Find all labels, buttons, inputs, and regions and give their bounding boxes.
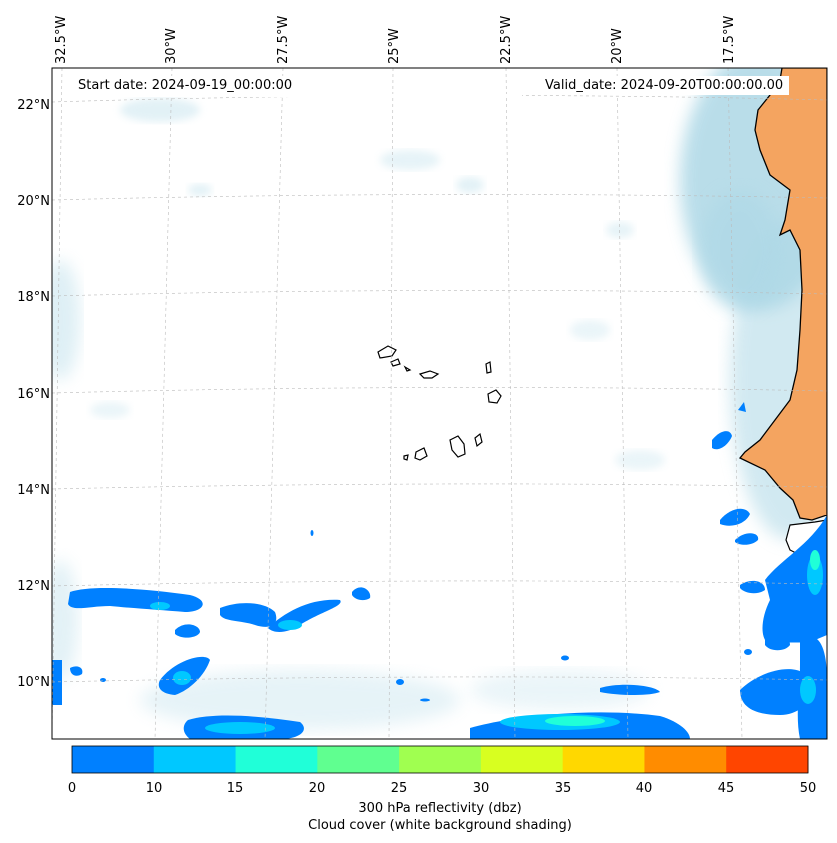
lon-label-20w: 20°W: [610, 28, 625, 64]
cape-verde-islands: [377, 345, 502, 461]
lat-label-18n: 18°N: [17, 290, 50, 305]
lat-label-10n: 10°N: [17, 675, 50, 690]
lon-label-17-5w: 17.5°W: [722, 15, 737, 64]
info-strip: [72, 94, 522, 97]
colorbar-label-reflectivity: 300 hPa reflectivity (dbz): [358, 801, 522, 816]
lon-label-22-5w: 22.5°W: [499, 15, 514, 64]
reflectivity-layer: [52, 402, 827, 739]
colorbar-segment: [562, 746, 645, 773]
colorbar-tick-10: 10: [145, 781, 163, 796]
colorbar-segment: [317, 746, 400, 773]
colorbar-frame: [71, 745, 809, 774]
colorbar-tick-30: 30: [472, 781, 490, 796]
colorbar-segment: [153, 746, 237, 773]
colorbar-label-cloud-cover: Cloud cover (white background shading): [308, 818, 572, 833]
lon-label-27-5w: 27.5°W: [276, 15, 291, 64]
lat-label-22n: 22°N: [17, 98, 50, 113]
colorbar-tick-35: 35: [554, 781, 572, 796]
lon-label-25w: 25°W: [387, 28, 402, 64]
lat-label-16n: 16°N: [17, 387, 50, 402]
lat-label-12n: 12°N: [17, 579, 50, 594]
map-frame: [51, 67, 828, 740]
colorbar-tick-15: 15: [226, 781, 244, 796]
colorbar-segment: [72, 746, 155, 773]
lon-label-30w: 30°W: [164, 28, 179, 64]
colorbar-segment: [235, 746, 318, 773]
colorbar-tick-25: 25: [390, 781, 408, 796]
colorbar-tick-50: 50: [799, 781, 817, 796]
colorbar: [72, 746, 809, 773]
colorbar-segment: [726, 746, 809, 773]
colorbar-segment: [399, 746, 482, 773]
lat-label-14n: 14°N: [17, 483, 50, 498]
start-date-label: Start date: 2024-09-19_00:00:00: [72, 76, 299, 95]
valid-date-label: Valid_date: 2024-09-20T00:00:00.00: [539, 76, 790, 95]
colorbar-tick-40: 40: [635, 781, 653, 796]
africa-land: [738, 68, 827, 521]
colorbar-segment: [644, 746, 727, 773]
colorbar-tick-20: 20: [308, 781, 326, 796]
colorbar-tick-0: 0: [67, 781, 77, 796]
lat-label-20n: 20°N: [17, 194, 50, 209]
graticule: [52, 68, 827, 739]
colorbar-tick-45: 45: [717, 781, 735, 796]
lon-label-32-5w: 32.5°W: [54, 15, 69, 64]
colorbar-segment: [480, 746, 564, 773]
